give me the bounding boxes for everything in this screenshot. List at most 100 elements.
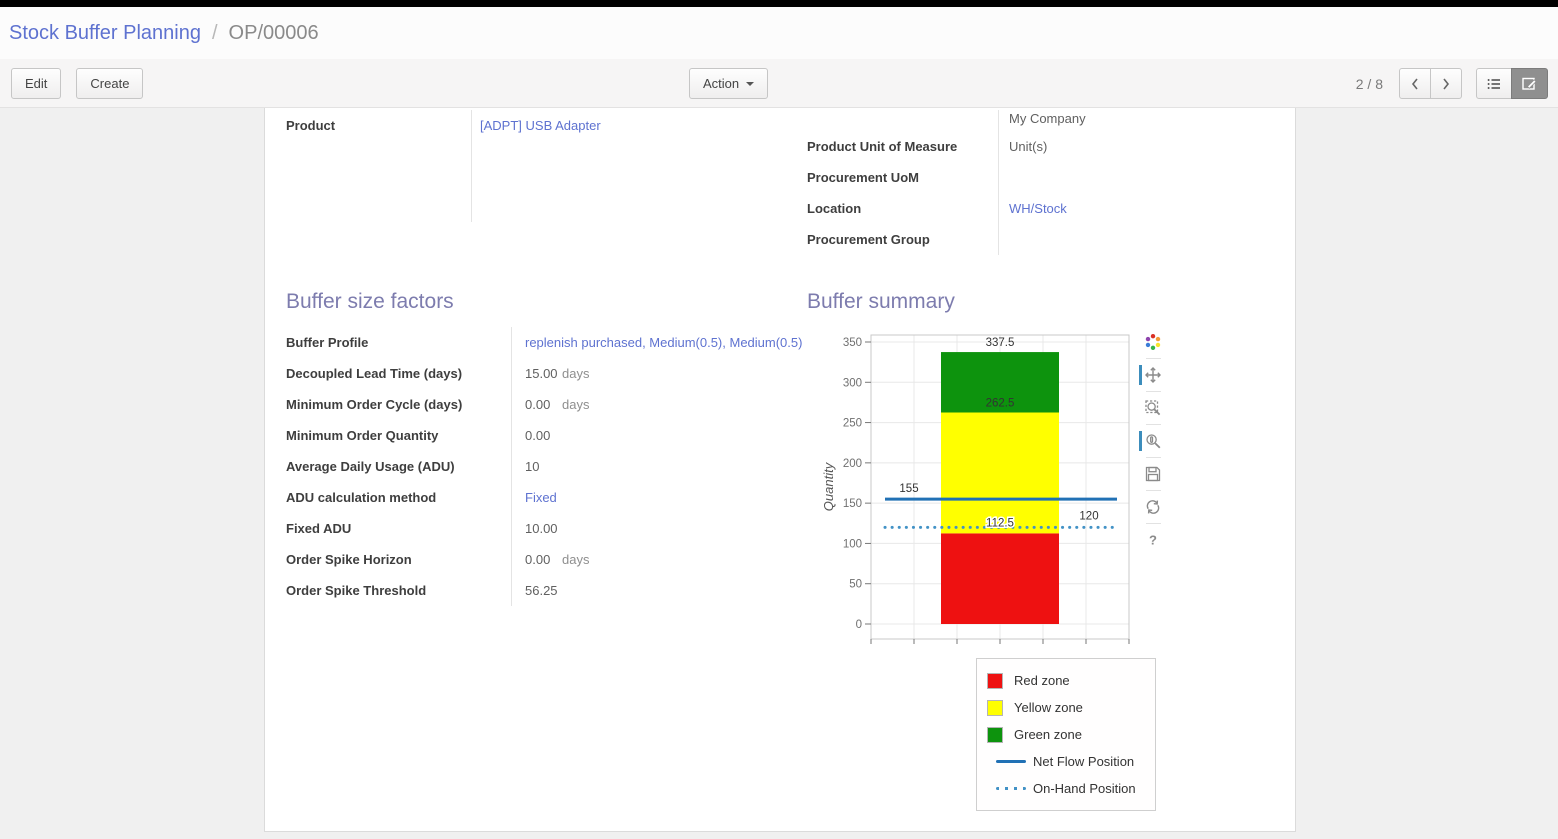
net-flow-line-icon [996, 760, 1026, 763]
legend-label: Green zone [1014, 727, 1082, 742]
chart-legend: Red zone Yellow zone Green zone Net Flow… [976, 658, 1156, 811]
svg-text:Quantity: Quantity [821, 461, 836, 511]
pager-count: 2 / 8 [1355, 75, 1383, 92]
field-group-product: Product [ADPT] USB Adapter [286, 110, 807, 255]
on-hand-line-icon [996, 787, 1026, 790]
buffer-profile-link[interactable]: replenish purchased, Medium(0.5), Medium… [525, 335, 803, 350]
list-view-button[interactable] [1476, 68, 1512, 99]
toolbar-separator [1145, 391, 1161, 392]
breadcrumb: Stock Buffer Planning / OP/00006 [0, 7, 1558, 59]
action-dropdown-button[interactable]: Action [689, 68, 769, 99]
svg-text:200: 200 [843, 458, 862, 470]
reset-tool-icon[interactable] [1140, 494, 1166, 520]
svg-text:120: 120 [1079, 510, 1098, 522]
caret-down-icon [746, 81, 755, 90]
location-link[interactable]: WH/Stock [1009, 201, 1067, 216]
chevron-left-icon [1411, 78, 1418, 89]
svg-text:155: 155 [899, 483, 918, 495]
form-view-button[interactable] [1511, 68, 1548, 99]
minimum-order-quantity-value: 0.00 [525, 428, 551, 443]
legend-item-red-zone: Red zone [987, 667, 1145, 694]
legend-item-yellow-zone: Yellow zone [987, 694, 1145, 721]
content-background: Product [ADPT] USB Adapter My Company Pr… [0, 108, 1558, 839]
order-spike-threshold-value: 56.25 [525, 583, 558, 598]
control-panel: Edit Create Action 2 / 8 [0, 59, 1558, 108]
svg-text:350: 350 [843, 337, 862, 349]
svg-text:100: 100 [843, 538, 862, 550]
svg-text:50: 50 [849, 579, 862, 591]
help-tool-icon[interactable]: ? [1140, 527, 1166, 553]
buffer-profile-label: Buffer Profile [286, 335, 369, 350]
company-field-value: My Company [998, 110, 1275, 131]
legend-label: Yellow zone [1014, 700, 1083, 715]
breadcrumb-separator: / [211, 21, 218, 44]
svg-text:112.5: 112.5 [986, 517, 1014, 529]
procurement-group-field-label: Procurement Group [807, 232, 930, 247]
form-view-icon [1522, 77, 1537, 90]
box-zoom-tool-icon[interactable] [1140, 395, 1166, 421]
svg-text:150: 150 [843, 498, 862, 510]
legend-label: On-Hand Position [1033, 781, 1136, 796]
procurement-uom-field-value [998, 162, 1275, 193]
create-button[interactable]: Create [76, 68, 144, 99]
save-tool-icon[interactable] [1140, 461, 1166, 487]
toolbar-separator [1145, 457, 1161, 458]
edit-button[interactable]: Edit [11, 68, 62, 99]
list-view-icon [1487, 78, 1500, 89]
svg-text:0: 0 [856, 619, 862, 631]
green-zone-swatch-icon [987, 726, 1003, 743]
bokeh-logo-icon[interactable] [1140, 329, 1166, 355]
decoupled-lead-time-label: Decoupled Lead Time (days) [286, 366, 463, 381]
buffer-summary-heading: Buffer summary [807, 290, 955, 313]
minimum-order-quantity-label: Minimum Order Quantity [286, 428, 439, 443]
svg-text:337.5: 337.5 [986, 337, 1015, 349]
fixed-adu-value: 10.00 [525, 521, 558, 536]
adu-calculation-method-label: ADU calculation method [286, 490, 437, 505]
svg-text:300: 300 [843, 377, 862, 389]
company-field-label [807, 110, 998, 131]
record-pager [1399, 68, 1462, 99]
minimum-order-cycle-label: Minimum Order Cycle (days) [286, 397, 463, 412]
top-nav-bar [0, 0, 1558, 7]
pan-tool-icon[interactable] [1139, 362, 1166, 388]
order-spike-horizon-value: 0.00 [525, 552, 551, 567]
buffer-summary-section: Buffer summary 0 50 100 150 200 250 300 350 Quan… [807, 255, 1275, 811]
chevron-right-icon [1443, 78, 1450, 89]
procurement-uom-field-label: Procurement UoM [807, 170, 919, 185]
legend-label: Red zone [1014, 673, 1070, 688]
svg-text:250: 250 [843, 418, 862, 430]
legend-item-net-flow: Net Flow Position [987, 748, 1145, 775]
chart-toolbar: ? [1139, 327, 1166, 553]
uom-field-label: Product Unit of Measure [807, 139, 958, 154]
buffer-size-factors-heading: Buffer size factors [286, 290, 454, 313]
decoupled-lead-time-unit: days [562, 366, 590, 381]
red-zone-swatch-icon [987, 672, 1003, 689]
average-daily-usage-label: Average Daily Usage (ADU) [286, 459, 455, 474]
fixed-adu-label: Fixed ADU [286, 521, 352, 536]
order-spike-threshold-label: Order Spike Threshold [286, 583, 427, 598]
legend-label: Net Flow Position [1033, 754, 1135, 769]
breadcrumb-current-record: OP/00006 [228, 21, 319, 44]
field-group-info: My Company Product Unit of Measure Unit(… [807, 110, 1275, 255]
buffer-size-factors-section: Buffer size factors Buffer Profile reple… [286, 255, 807, 811]
toolbar-separator [1145, 523, 1161, 524]
field-group-factors: Buffer Profile replenish purchased, Medi… [286, 327, 807, 606]
decoupled-lead-time-value: 15.00 [525, 366, 558, 381]
adu-calculation-method-link[interactable]: Fixed [525, 490, 557, 505]
pager-next-button[interactable] [1430, 68, 1462, 99]
pager-previous-button[interactable] [1399, 68, 1431, 99]
minimum-order-cycle-unit: days [562, 397, 590, 412]
svg-text:?: ? [1149, 533, 1157, 548]
form-sheet: Product [ADPT] USB Adapter My Company Pr… [264, 108, 1296, 832]
yellow-zone-swatch-icon [987, 699, 1003, 716]
breadcrumb-link-stock-buffer-planning[interactable]: Stock Buffer Planning [9, 21, 201, 44]
legend-item-green-zone: Green zone [987, 721, 1145, 748]
wheel-zoom-tool-icon[interactable] [1139, 428, 1166, 454]
order-spike-horizon-unit: days [562, 552, 590, 567]
toolbar-separator [1145, 424, 1161, 425]
toolbar-separator [1145, 490, 1161, 491]
buffer-zones-chart[interactable]: 0 50 100 150 200 250 300 350 Quantity 337.5 262.5 1… [821, 327, 1136, 649]
uom-field-value: Unit(s) [998, 131, 1275, 162]
product-link[interactable]: [ADPT] USB Adapter [480, 118, 601, 133]
average-daily-usage-value: 10 [525, 459, 540, 474]
